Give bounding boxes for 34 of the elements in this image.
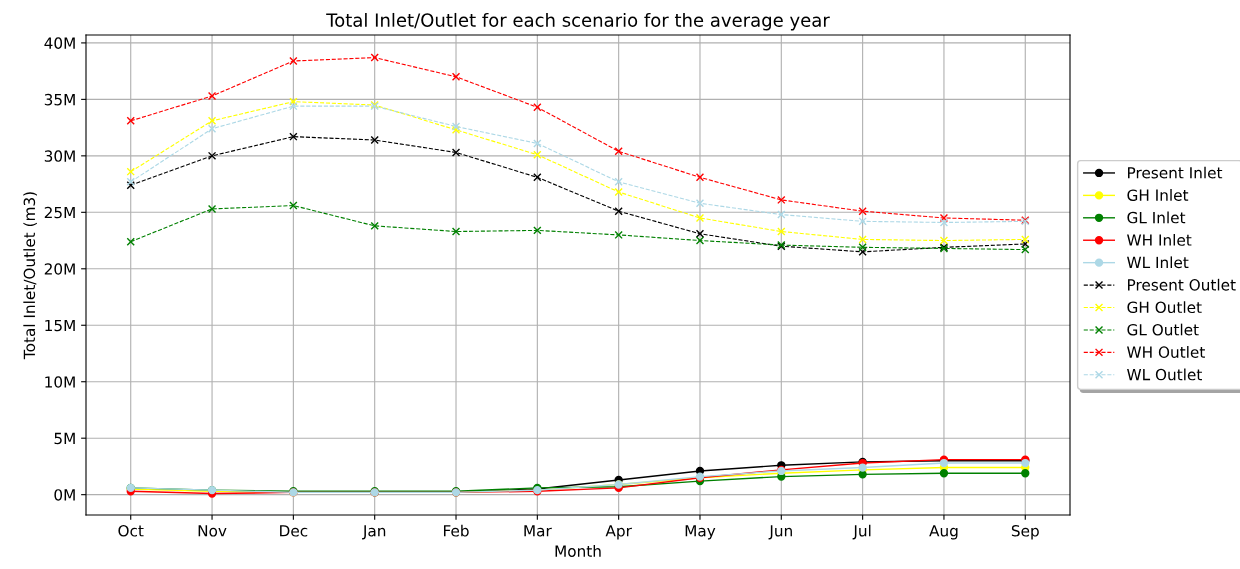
chart-title: Total Inlet/Outlet for each scenario for the average year [326,12,830,31]
x-tick-label: Nov [198,525,227,537]
x-tick-label: Jun [768,525,792,540]
y-axis-title: Total Inlet/Outlet (m3) [23,192,37,360]
y-tick-label: 5M [54,432,75,445]
y-tick-label: 10M [45,376,75,388]
legend-label: Present Outlet [1128,278,1236,291]
x-tick-label: Oct [118,524,144,537]
y-tick-label: 15M [45,319,75,332]
x-tick-label: Feb [443,524,469,537]
x-axis-title: Month [555,545,601,557]
x-tick-label: Mar [524,525,552,537]
x-tick-label: Jul [852,524,871,540]
legend-label: GH Inlet [1127,189,1189,201]
legend-label: WL Inlet [1127,256,1189,269]
legend-label: WH Inlet [1127,233,1192,246]
y-tick-label: 25M [44,206,75,219]
y-tick-label: 35M [44,93,75,106]
y-tick-label: 0M [54,489,75,501]
y-tick-label: 40M [44,37,75,49]
legend-label: GL Inlet [1127,211,1186,224]
legend-label: Present Inlet [1128,166,1223,179]
y-tick-label: 30M [44,150,75,162]
legend-label: GH Outlet [1127,301,1202,314]
x-tick-label: Dec [280,525,308,537]
legend-label: WH Outlet [1127,346,1205,358]
x-tick-label: Aug [929,525,958,540]
x-tick-label: Apr [605,525,632,540]
x-tick-label: Jan [362,525,386,540]
y-tick-label: 20M [44,263,75,275]
x-tick-label: Sep [1011,524,1039,540]
legend-label: WL Outlet [1127,368,1202,381]
legend-label: GL Outlet [1127,323,1199,336]
x-tick-label: May [685,525,716,540]
